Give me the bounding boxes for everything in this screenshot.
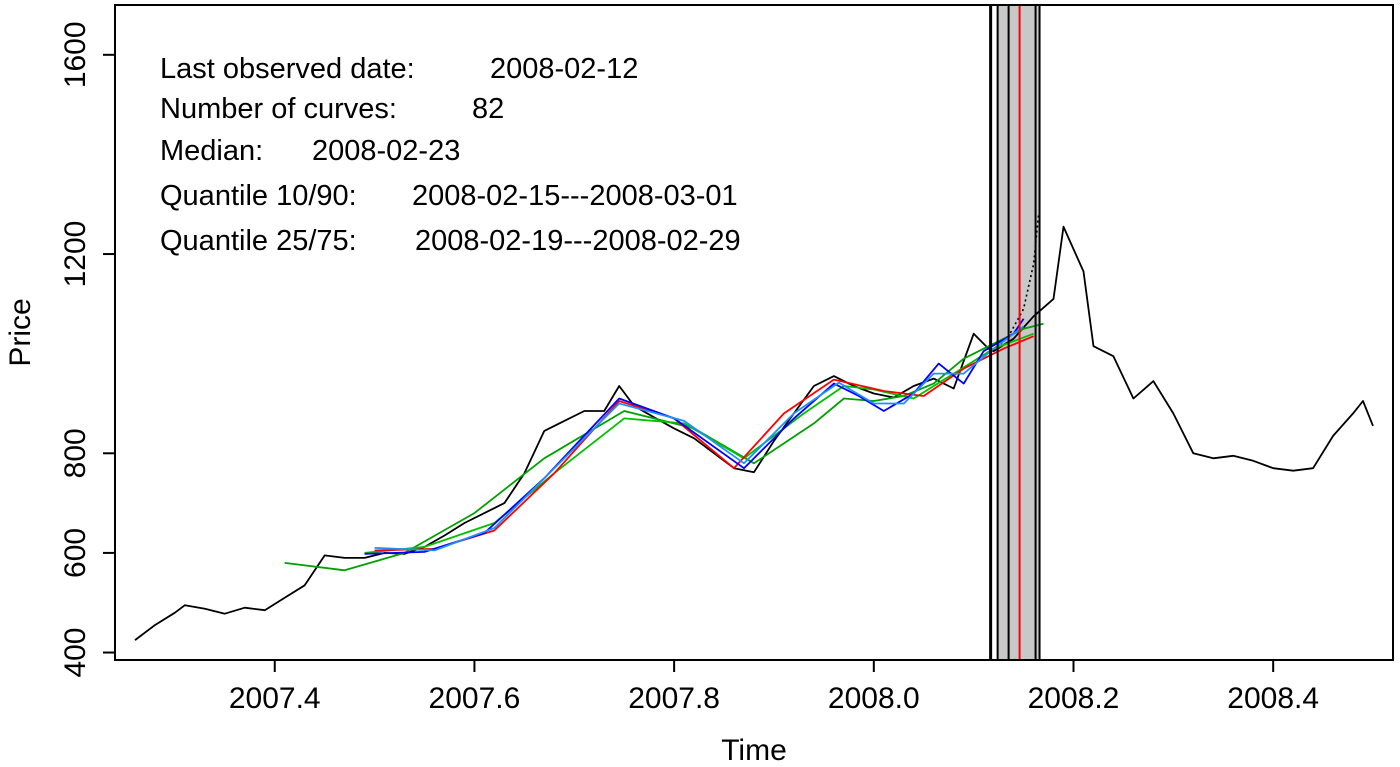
annotation-block: Last observed date: 2008-02-12 Number of… [160,53,741,257]
annotation-label-3: Quantile 10/90: [160,180,357,212]
series-line-5 [364,318,1025,555]
annotation-value-1: 82 [472,93,504,125]
x-axis-label: Time [721,734,787,767]
annotation-value-3: 2008-02-15---2008-03-01 [412,180,738,212]
x-tick-label-1: 2007.6 [429,682,521,715]
annotation-label-2: Median: [160,135,263,167]
series-line-0 [134,225,1374,641]
series-line-2 [284,322,1044,572]
annotation-label-0: Last observed date: [160,53,415,85]
annotation-label-4: Quantile 25/75: [160,225,357,257]
plot-frame [114,4,1394,661]
y-tick-label-3: 1200 [59,221,92,288]
series-line-6 [374,325,1025,552]
annotation-value-4: 2008-02-19---2008-02-29 [415,225,741,257]
y-tick-label-1: 600 [59,528,92,578]
x-tick-label-0: 2007.4 [229,682,321,715]
x-tick-label-4: 2008.2 [1028,682,1120,715]
y-tick-label-4: 1600 [59,21,92,88]
x-tick-label-3: 2008.0 [828,682,920,715]
annotation-label-1: Number of curves: [160,93,397,125]
y-tick-label-2: 800 [59,428,92,478]
y-axis-label: Price [4,298,37,366]
series-layer [134,214,1374,641]
axes-layer: 2007.4 2007.6 2007.8 2008.0 2008.2 2008.4 400 6… [59,21,1319,715]
vertical-lines-layer [989,5,1041,660]
series-line-3 [364,332,1034,554]
y-tick-label-0: 400 [59,627,92,677]
annotation-value-0: 2008-02-12 [490,53,638,85]
annotation-value-2: 2008-02-23 [312,135,460,167]
x-tick-label-5: 2008.4 [1227,682,1319,715]
x-tick-label-2: 2007.8 [628,682,720,715]
